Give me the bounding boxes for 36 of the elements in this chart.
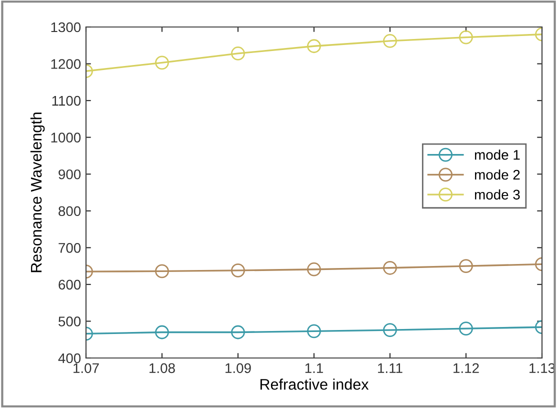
x-tick-label: 1.11 bbox=[378, 363, 402, 373]
y-tick-label: 1100 bbox=[52, 96, 81, 106]
y-tick-label: 1200 bbox=[51, 59, 81, 69]
y-tick-label: 900 bbox=[58, 169, 81, 180]
x-tick-label: 1.07 bbox=[74, 363, 99, 374]
point bbox=[383, 34, 397, 48]
point bbox=[307, 39, 321, 54]
legend-label: mode 2 bbox=[474, 169, 520, 180]
point bbox=[155, 56, 169, 70]
y-tick-label: 500 bbox=[58, 316, 81, 326]
x-tick-label: 1.12 bbox=[454, 363, 479, 373]
point bbox=[383, 260, 397, 275]
point bbox=[307, 262, 321, 276]
point bbox=[231, 46, 245, 60]
legend-label: mode 3 bbox=[474, 189, 520, 200]
y-tick-label: 800 bbox=[58, 206, 81, 216]
y-tick-label: 1300 bbox=[51, 22, 81, 32]
x-tick-label: 1.1 bbox=[305, 363, 323, 373]
point bbox=[459, 322, 473, 336]
y-tick-label: 700 bbox=[58, 243, 81, 253]
point bbox=[459, 30, 473, 44]
point bbox=[383, 323, 397, 337]
point bbox=[231, 325, 245, 340]
point bbox=[231, 264, 245, 278]
legend-label: mode 1 bbox=[474, 150, 520, 160]
y-axis-title: Resonance Wavelength bbox=[30, 112, 45, 272]
y-tick-label: 400 bbox=[58, 353, 81, 364]
point bbox=[155, 264, 169, 278]
x-tick-label: 1.09 bbox=[226, 363, 251, 374]
x-tick-label: 1.08 bbox=[150, 363, 175, 374]
point bbox=[307, 324, 321, 338]
point bbox=[459, 259, 473, 273]
x-axis-title: Refractive index bbox=[260, 378, 369, 390]
point bbox=[155, 325, 169, 340]
y-tick-label: 1000 bbox=[51, 132, 81, 143]
y-tick-label: 600 bbox=[58, 280, 81, 290]
